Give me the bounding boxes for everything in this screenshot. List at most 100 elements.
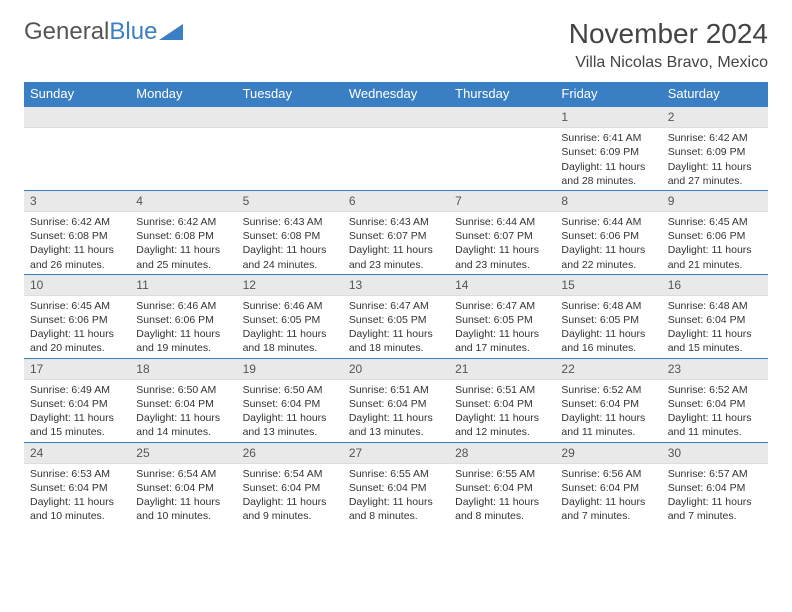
- day-number: [449, 107, 555, 128]
- day-number: [237, 107, 343, 128]
- sunset-text: Sunset: 6:04 PM: [30, 397, 124, 411]
- sunrise-text: Sunrise: 6:45 AM: [668, 215, 762, 229]
- calendar-day-cell: 15Sunrise: 6:48 AMSunset: 6:05 PMDayligh…: [555, 274, 661, 358]
- day-number: 29: [555, 443, 661, 464]
- calendar-day-cell: 8Sunrise: 6:44 AMSunset: 6:06 PMDaylight…: [555, 190, 661, 274]
- day-number: 14: [449, 275, 555, 296]
- day-number: 2: [662, 107, 768, 128]
- daylight-text: Daylight: 11 hours and 15 minutes.: [30, 411, 124, 439]
- day-body: Sunrise: 6:53 AMSunset: 6:04 PMDaylight:…: [24, 464, 130, 526]
- sunrise-text: Sunrise: 6:50 AM: [136, 383, 230, 397]
- day-number: 3: [24, 191, 130, 212]
- sunrise-text: Sunrise: 6:46 AM: [136, 299, 230, 313]
- day-body: Sunrise: 6:45 AMSunset: 6:06 PMDaylight:…: [24, 296, 130, 358]
- day-body: Sunrise: 6:49 AMSunset: 6:04 PMDaylight:…: [24, 380, 130, 442]
- calendar-day-cell: 6Sunrise: 6:43 AMSunset: 6:07 PMDaylight…: [343, 190, 449, 274]
- sunset-text: Sunset: 6:04 PM: [561, 481, 655, 495]
- day-header: Wednesday: [343, 82, 449, 106]
- day-number: 30: [662, 443, 768, 464]
- day-number: 26: [237, 443, 343, 464]
- sunrise-text: Sunrise: 6:41 AM: [561, 131, 655, 145]
- sunset-text: Sunset: 6:06 PM: [30, 313, 124, 327]
- day-number: 8: [555, 191, 661, 212]
- day-body: Sunrise: 6:48 AMSunset: 6:04 PMDaylight:…: [662, 296, 768, 358]
- daylight-text: Daylight: 11 hours and 19 minutes.: [136, 327, 230, 355]
- calendar-day-cell: 30Sunrise: 6:57 AMSunset: 6:04 PMDayligh…: [662, 442, 768, 525]
- day-number: 18: [130, 359, 236, 380]
- calendar-head: Sunday Monday Tuesday Wednesday Thursday…: [24, 82, 768, 106]
- daylight-text: Daylight: 11 hours and 23 minutes.: [349, 243, 443, 271]
- daylight-text: Daylight: 11 hours and 22 minutes.: [561, 243, 655, 271]
- sunset-text: Sunset: 6:04 PM: [668, 313, 762, 327]
- calendar-week-row: 10Sunrise: 6:45 AMSunset: 6:06 PMDayligh…: [24, 274, 768, 358]
- calendar-day-cell: [24, 106, 130, 190]
- day-number: [130, 107, 236, 128]
- sunset-text: Sunset: 6:06 PM: [136, 313, 230, 327]
- day-number: 19: [237, 359, 343, 380]
- day-body: Sunrise: 6:47 AMSunset: 6:05 PMDaylight:…: [449, 296, 555, 358]
- calendar-week-row: 17Sunrise: 6:49 AMSunset: 6:04 PMDayligh…: [24, 358, 768, 442]
- calendar-day-cell: 21Sunrise: 6:51 AMSunset: 6:04 PMDayligh…: [449, 358, 555, 442]
- daylight-text: Daylight: 11 hours and 21 minutes.: [668, 243, 762, 271]
- day-header: Friday: [555, 82, 661, 106]
- day-header: Thursday: [449, 82, 555, 106]
- sunset-text: Sunset: 6:07 PM: [349, 229, 443, 243]
- sunrise-text: Sunrise: 6:49 AM: [30, 383, 124, 397]
- day-number: 1: [555, 107, 661, 128]
- calendar-day-cell: 27Sunrise: 6:55 AMSunset: 6:04 PMDayligh…: [343, 442, 449, 525]
- sunrise-text: Sunrise: 6:43 AM: [349, 215, 443, 229]
- calendar-day-cell: 29Sunrise: 6:56 AMSunset: 6:04 PMDayligh…: [555, 442, 661, 525]
- daylight-text: Daylight: 11 hours and 18 minutes.: [243, 327, 337, 355]
- day-body: Sunrise: 6:54 AMSunset: 6:04 PMDaylight:…: [130, 464, 236, 526]
- sunrise-text: Sunrise: 6:44 AM: [561, 215, 655, 229]
- calendar-day-cell: 24Sunrise: 6:53 AMSunset: 6:04 PMDayligh…: [24, 442, 130, 525]
- day-body: [130, 128, 236, 188]
- calendar-week-row: 24Sunrise: 6:53 AMSunset: 6:04 PMDayligh…: [24, 442, 768, 525]
- day-number: 5: [237, 191, 343, 212]
- sunrise-text: Sunrise: 6:51 AM: [349, 383, 443, 397]
- calendar-day-cell: 10Sunrise: 6:45 AMSunset: 6:06 PMDayligh…: [24, 274, 130, 358]
- sunrise-text: Sunrise: 6:52 AM: [561, 383, 655, 397]
- day-body: Sunrise: 6:52 AMSunset: 6:04 PMDaylight:…: [555, 380, 661, 442]
- daylight-text: Daylight: 11 hours and 10 minutes.: [30, 495, 124, 523]
- sunrise-text: Sunrise: 6:46 AM: [243, 299, 337, 313]
- sunset-text: Sunset: 6:05 PM: [455, 313, 549, 327]
- sunset-text: Sunset: 6:04 PM: [136, 481, 230, 495]
- sunset-text: Sunset: 6:04 PM: [455, 481, 549, 495]
- day-number: 28: [449, 443, 555, 464]
- sunset-text: Sunset: 6:04 PM: [30, 481, 124, 495]
- sunrise-text: Sunrise: 6:54 AM: [136, 467, 230, 481]
- page-header: GeneralBlue November 2024 Villa Nicolas …: [24, 18, 768, 72]
- day-body: Sunrise: 6:43 AMSunset: 6:07 PMDaylight:…: [343, 212, 449, 274]
- day-number: 22: [555, 359, 661, 380]
- sunset-text: Sunset: 6:07 PM: [455, 229, 549, 243]
- daylight-text: Daylight: 11 hours and 25 minutes.: [136, 243, 230, 271]
- title-block: November 2024 Villa Nicolas Bravo, Mexic…: [569, 18, 768, 72]
- sunrise-text: Sunrise: 6:42 AM: [668, 131, 762, 145]
- daylight-text: Daylight: 11 hours and 12 minutes.: [455, 411, 549, 439]
- sunset-text: Sunset: 6:04 PM: [455, 397, 549, 411]
- day-body: Sunrise: 6:56 AMSunset: 6:04 PMDaylight:…: [555, 464, 661, 526]
- daylight-text: Daylight: 11 hours and 8 minutes.: [455, 495, 549, 523]
- sunset-text: Sunset: 6:08 PM: [30, 229, 124, 243]
- day-body: Sunrise: 6:52 AMSunset: 6:04 PMDaylight:…: [662, 380, 768, 442]
- sunset-text: Sunset: 6:09 PM: [561, 145, 655, 159]
- calendar-day-cell: 22Sunrise: 6:52 AMSunset: 6:04 PMDayligh…: [555, 358, 661, 442]
- calendar-day-cell: 18Sunrise: 6:50 AMSunset: 6:04 PMDayligh…: [130, 358, 236, 442]
- calendar-day-cell: 26Sunrise: 6:54 AMSunset: 6:04 PMDayligh…: [237, 442, 343, 525]
- sunset-text: Sunset: 6:05 PM: [561, 313, 655, 327]
- daylight-text: Daylight: 11 hours and 27 minutes.: [668, 160, 762, 188]
- sunset-text: Sunset: 6:05 PM: [243, 313, 337, 327]
- day-body: Sunrise: 6:41 AMSunset: 6:09 PMDaylight:…: [555, 128, 661, 190]
- logo-text-a: General: [24, 18, 109, 46]
- day-number: 21: [449, 359, 555, 380]
- daylight-text: Daylight: 11 hours and 7 minutes.: [561, 495, 655, 523]
- calendar-day-cell: 11Sunrise: 6:46 AMSunset: 6:06 PMDayligh…: [130, 274, 236, 358]
- sunrise-text: Sunrise: 6:56 AM: [561, 467, 655, 481]
- day-number: 24: [24, 443, 130, 464]
- sunset-text: Sunset: 6:09 PM: [668, 145, 762, 159]
- day-body: Sunrise: 6:42 AMSunset: 6:08 PMDaylight:…: [24, 212, 130, 274]
- calendar-day-cell: 9Sunrise: 6:45 AMSunset: 6:06 PMDaylight…: [662, 190, 768, 274]
- day-number: 4: [130, 191, 236, 212]
- day-body: [343, 128, 449, 188]
